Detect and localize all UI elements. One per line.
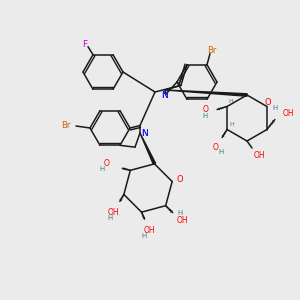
Text: O: O	[202, 105, 208, 114]
Text: H: H	[100, 166, 105, 172]
Text: N: N	[141, 128, 147, 137]
Text: H: H	[218, 149, 224, 155]
Text: OH: OH	[144, 226, 155, 235]
Text: OH: OH	[177, 216, 188, 225]
Text: Br: Br	[207, 46, 217, 55]
Text: N: N	[141, 128, 147, 137]
Text: OH: OH	[108, 208, 120, 217]
Text: O: O	[265, 98, 271, 107]
Text: O: O	[212, 143, 218, 152]
Text: H: H	[230, 122, 235, 127]
Text: OH: OH	[283, 109, 295, 118]
Text: H: H	[202, 112, 208, 118]
Text: H: H	[229, 99, 233, 104]
Text: Br: Br	[61, 122, 70, 130]
Text: O: O	[177, 175, 184, 184]
Text: H: H	[272, 106, 278, 112]
Text: H: H	[141, 233, 146, 239]
Polygon shape	[165, 90, 247, 96]
Text: OH: OH	[253, 151, 265, 160]
Text: N: N	[160, 91, 167, 100]
Text: N: N	[160, 91, 167, 100]
Text: H: H	[107, 215, 112, 221]
Text: F: F	[82, 40, 88, 49]
Text: H: H	[177, 210, 182, 216]
Text: O: O	[103, 159, 109, 168]
Polygon shape	[140, 133, 156, 164]
